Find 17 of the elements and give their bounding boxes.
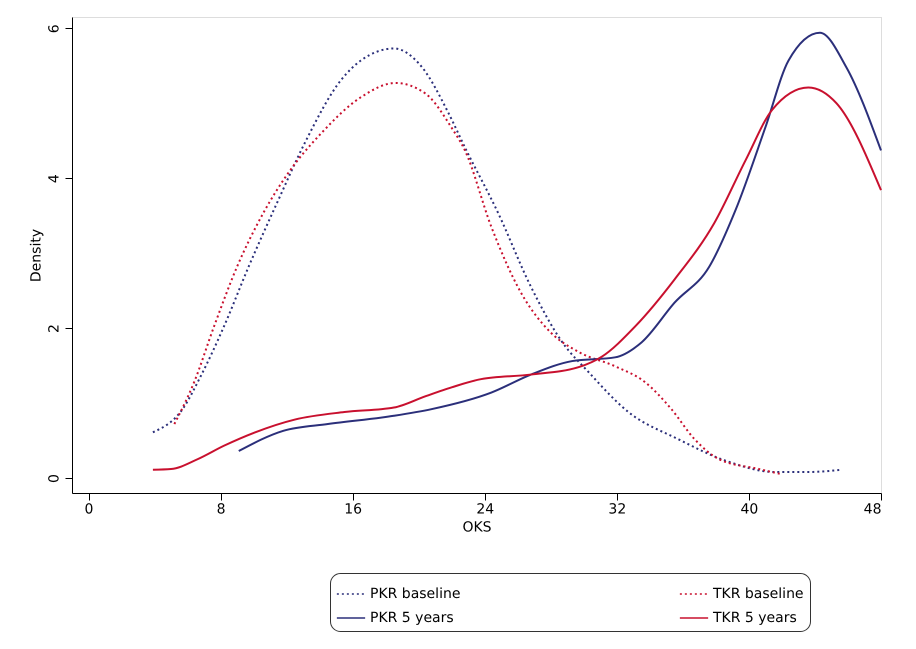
x-tick-label: 0 (84, 502, 94, 518)
legend-label: PKR 5 years (370, 610, 454, 626)
y-tick-label: 6 (46, 24, 62, 34)
x-tick-label: 40 (740, 502, 758, 518)
y-tick-label: 4 (46, 174, 62, 184)
x-tick-label: 16 (344, 502, 362, 518)
x-tick-label: 48 (864, 502, 882, 518)
legend-label: TKR 5 years (712, 610, 797, 626)
x-tick-label: 8 (216, 502, 226, 518)
legend-label: TKR baseline (712, 586, 804, 602)
legend-label: PKR baseline (370, 586, 460, 602)
x-tick-label: 32 (608, 502, 626, 518)
x-axis-title: OKS (462, 520, 492, 536)
y-tick-label: 0 (46, 474, 62, 483)
y-tick-label: 2 (46, 324, 62, 334)
x-tick-label: 24 (476, 502, 494, 518)
y-axis-title: Density (28, 228, 44, 282)
